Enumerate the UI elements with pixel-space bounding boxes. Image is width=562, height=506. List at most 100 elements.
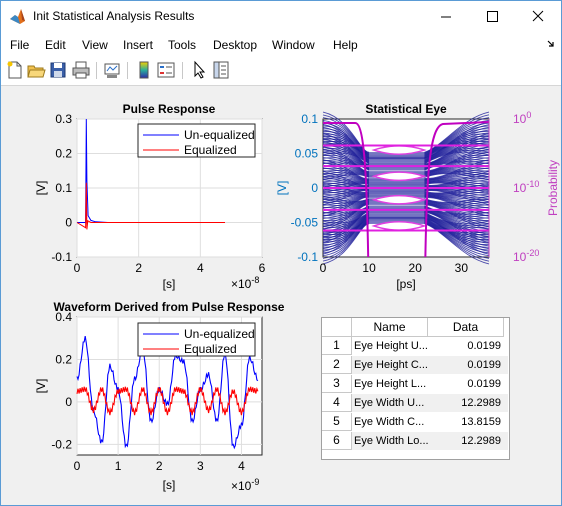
close-button[interactable] — [515, 1, 561, 32]
column-header-name[interactable]: Name — [352, 318, 428, 337]
wave-yticks: -0.2 0 0.2 0.4 — [51, 310, 72, 451]
menu-desktop[interactable]: Desktop — [213, 38, 258, 52]
table-row[interactable]: 6 Eye Width Lo... 12.2989 — [322, 432, 508, 450]
table-row[interactable]: 2 Eye Height C... 0.0199 — [322, 356, 508, 374]
pulse-ylabel: [V] — [34, 181, 48, 196]
x-tick-label: 0 — [74, 261, 81, 275]
y-tick-label: 0.3 — [55, 112, 72, 126]
link-plot-button[interactable] — [102, 60, 122, 80]
property-inspector-button[interactable] — [211, 60, 231, 80]
wave-xticks: 0 1 2 3 4 — [74, 459, 245, 473]
minimize-icon — [441, 16, 451, 18]
x-tick-label: 2 — [135, 261, 142, 275]
statistical-eye-axes[interactable]: Statistical Eye 0 10 20 30 -0.1 -0.05 0 0.05 0.… — [275, 102, 560, 291]
y-tick-label: 0 — [65, 395, 72, 409]
cell-data[interactable]: 13.8159 — [461, 416, 501, 428]
bathtub-left — [323, 122, 370, 258]
table-row[interactable]: 3 Eye Height L... 0.0199 — [322, 375, 508, 393]
menu-window[interactable]: Window — [272, 38, 315, 52]
open-file-button[interactable] — [26, 60, 46, 80]
cell-name[interactable]: Eye Width U... — [354, 397, 425, 409]
row-number: 4 — [322, 394, 352, 412]
eye-trace — [424, 182, 490, 194]
pulse-xticks: 0 2 4 6 — [74, 261, 266, 275]
cell-data[interactable]: 0.0199 — [467, 340, 501, 352]
eye-trace — [424, 194, 490, 201]
cell-name[interactable]: Eye Height U... — [354, 340, 428, 352]
menu-file[interactable]: File — [10, 38, 30, 52]
print-button[interactable] — [71, 60, 91, 80]
cell-data[interactable]: 0.0199 — [467, 359, 501, 371]
table-corner — [322, 318, 352, 337]
eye-title: Statistical Eye — [365, 102, 447, 116]
eye-trace — [322, 133, 370, 165]
insert-legend-button[interactable] — [156, 60, 176, 80]
menu-bar: File Edit View Insert Tools Desktop Wind… — [1, 32, 561, 56]
y2-tick-label: 10-20 — [513, 248, 539, 264]
cell-data[interactable]: 0.0199 — [467, 378, 501, 390]
minimize-button[interactable] — [423, 1, 469, 32]
x-tick-label: 3 — [197, 459, 204, 473]
wave-lines — [76, 336, 259, 450]
eye-yticks: -0.1 -0.05 0 0.05 0.1 — [291, 112, 319, 264]
y-tick-label: 0.1 — [55, 181, 72, 195]
menu-insert[interactable]: Insert — [123, 38, 154, 52]
y-tick-label: -0.1 — [297, 250, 318, 264]
save-button[interactable] — [48, 60, 68, 80]
menu-help[interactable]: Help — [333, 38, 358, 52]
eye-heatmap — [322, 111, 490, 265]
x-tick-label: 6 — [259, 261, 266, 275]
column-header-data[interactable]: Data — [428, 318, 504, 337]
table-row[interactable]: 5 Eye Width C... 13.8159 — [322, 413, 508, 431]
y2-tick-label: 10-10 — [513, 179, 539, 195]
cell-name[interactable]: Eye Height L... — [354, 378, 427, 390]
table-row[interactable]: 4 Eye Width U... 12.2989 — [322, 394, 508, 412]
pulse-legend[interactable]: Un-equalized Equalized — [137, 123, 256, 158]
close-icon — [532, 10, 544, 22]
legend-label-unequalized: Un-equalized — [184, 327, 255, 341]
new-figure-button[interactable] — [5, 60, 25, 80]
pulse-xlabel: [s] — [163, 277, 176, 291]
open-file-icon — [27, 65, 46, 78]
cell-name[interactable]: Eye Width C... — [354, 416, 425, 428]
matlab-logo-icon — [10, 9, 25, 24]
x-tick-label: 4 — [238, 459, 245, 473]
x-tick-label: 4 — [197, 261, 204, 275]
waveform-exponent: ×10-9 — [231, 477, 259, 493]
eye-ylabel: [V] — [275, 181, 289, 196]
menu-tools[interactable]: Tools — [168, 38, 197, 52]
waveform-ylabel: [V] — [34, 379, 48, 394]
menu-view[interactable]: View — [82, 38, 108, 52]
menu-edit[interactable]: Edit — [45, 38, 66, 52]
row-number: 5 — [322, 413, 352, 431]
eye-xticks: 0 10 20 30 — [320, 261, 469, 275]
results-table[interactable]: Name Data 1 Eye Height U... 0.0199 2 Eye Hei… — [321, 317, 510, 460]
waveform-legend[interactable]: Un-equalized Equalized — [137, 322, 256, 357]
row-number: 1 — [322, 337, 352, 355]
dock-arrow-icon[interactable] — [547, 40, 555, 48]
waveform-axes[interactable]: Waveform Derived from Pulse Response 0 1 2… — [34, 300, 285, 493]
insert-colorbar-button[interactable] — [134, 60, 154, 80]
eye-trace — [424, 171, 490, 186]
eye-opening — [371, 171, 427, 182]
edit-plot-arrow-icon — [194, 60, 206, 79]
edit-plot-button[interactable] — [189, 60, 209, 80]
y-tick-label: 0.2 — [55, 147, 72, 161]
cell-name[interactable]: Eye Width Lo... — [354, 435, 428, 447]
y-tick-label: 0 — [311, 181, 318, 195]
eye-trace — [424, 211, 490, 225]
cell-name[interactable]: Eye Height C... — [354, 359, 428, 371]
eye-opening — [371, 145, 427, 155]
table-row[interactable]: 1 Eye Height U... 0.0199 — [322, 337, 508, 355]
cell-data[interactable]: 12.2989 — [461, 435, 501, 447]
cell-data[interactable]: 12.2989 — [461, 397, 501, 409]
row-number: 3 — [322, 375, 352, 393]
eye-opening — [371, 221, 427, 231]
maximize-button[interactable] — [469, 1, 515, 32]
x-tick-label: 20 — [409, 261, 423, 275]
insert-legend-icon — [157, 62, 175, 78]
x-tick-label: 1 — [115, 459, 122, 473]
